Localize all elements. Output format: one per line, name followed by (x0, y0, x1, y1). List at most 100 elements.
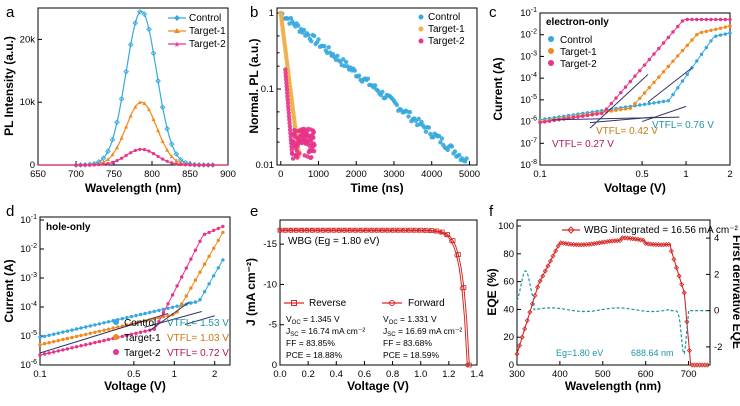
data-point (65, 329, 70, 333)
y-right-tick-label: 2 (714, 269, 719, 280)
data-point-target-2 (290, 156, 296, 161)
data-point (93, 330, 97, 334)
data-point-target-2 (294, 148, 299, 153)
data-point (633, 74, 637, 78)
data-point (125, 315, 129, 320)
data-point (166, 302, 170, 306)
data-point (623, 107, 628, 111)
x-tick-label: 0.2 (302, 369, 315, 380)
svg-text:FF = 83.85%: FF = 83.85% (286, 338, 335, 348)
y-tick-label: 0 (272, 360, 277, 371)
panel-letter-d: d (6, 203, 14, 220)
y-right-tick-label: -2 (714, 342, 722, 353)
data-point (102, 328, 106, 332)
data-point-target-2 (311, 130, 317, 135)
legend-marker-reverse (291, 300, 297, 306)
x-tick-label: 1 (172, 369, 177, 380)
series-line-target-2 (38, 148, 228, 166)
y-tick-label: -5 (269, 320, 277, 331)
x-tick-label: 0.6 (358, 369, 371, 380)
data-point-control (322, 44, 327, 49)
data-point (183, 163, 188, 167)
data-point (120, 317, 125, 321)
legend-target2: Target-2 (189, 39, 226, 50)
fit-line (39, 312, 169, 354)
panel-letter-c: c (489, 4, 497, 21)
y-tick-label: 10-1 (520, 7, 537, 19)
panel-c-ylabel: Current (A) (491, 57, 505, 120)
data-point (718, 33, 723, 37)
data-point-control (296, 23, 301, 28)
fit-line (589, 116, 654, 124)
data-point-target-2 (286, 107, 291, 112)
data-point-target-2 (297, 151, 302, 156)
data-point (680, 19, 685, 23)
data-point (535, 284, 541, 290)
annotation-vtfl-target2: VTFL= 0.72 V (167, 348, 229, 359)
data-point (193, 300, 198, 304)
data-point (690, 38, 694, 42)
legend-reverse: Reverse (309, 298, 347, 309)
x-tick-label: 1.4 (470, 369, 483, 380)
data-point (714, 17, 718, 22)
data-point (704, 45, 708, 50)
series-line-eqe (516, 237, 708, 366)
panel-f-ylabel: EQE (%) (485, 268, 499, 315)
data-point (695, 33, 699, 37)
data-point (647, 57, 651, 62)
data-point (336, 228, 342, 233)
data-point-target-2 (283, 77, 289, 82)
panel-e-params-reverse: VOC = 1.345 V JSC = 16.74 mA cm⁻² FF = 8… (286, 314, 365, 360)
data-point (684, 319, 690, 325)
data-point (652, 80, 656, 85)
data-point (206, 163, 210, 167)
data-point (52, 332, 56, 336)
data-point (74, 334, 79, 339)
data-point (216, 266, 220, 270)
data-point (690, 17, 694, 22)
data-point (562, 117, 566, 121)
data-point (331, 228, 336, 233)
data-point (581, 114, 585, 118)
data-point (97, 329, 102, 333)
data-point (668, 248, 674, 254)
x-tick-label: 1000 (308, 169, 329, 180)
data-point (137, 100, 142, 105)
data-point (152, 309, 156, 314)
data-point (553, 248, 559, 254)
data-point (699, 52, 704, 56)
data-point (714, 34, 718, 38)
data-point (115, 159, 119, 163)
legend-target2: Target-2 (560, 59, 597, 70)
data-point (619, 107, 623, 112)
legend-target1: Target-1 (189, 26, 226, 37)
data-point (709, 28, 713, 32)
data-point-control (452, 149, 458, 154)
panel-e-ylabel: J (mA cm⁻²) (244, 258, 258, 326)
data-point-target-2 (283, 67, 288, 72)
data-point (524, 317, 530, 324)
panel-a-legend: Control Target-1 ★ Target-2 (168, 13, 226, 50)
data-point (216, 226, 220, 231)
data-point-control (352, 68, 357, 73)
data-point-control (436, 133, 442, 139)
data-point (666, 64, 670, 69)
data-point (676, 273, 682, 279)
data-point (293, 228, 299, 233)
data-point-control (301, 27, 307, 33)
legend-marker-target1 (113, 334, 119, 340)
data-point (709, 39, 713, 43)
data-point (416, 228, 422, 233)
data-point (212, 228, 216, 233)
data-point-target-2 (285, 100, 291, 106)
y-tick-label: 10-5 (520, 94, 537, 106)
data-point (180, 302, 184, 306)
panel-f-eg-label: Eg=1.80 eV (556, 348, 603, 358)
y-tick-label: 0.01 (256, 160, 275, 171)
fit-line (647, 67, 693, 103)
legend-marker-wbg (567, 226, 575, 234)
y-tick-label: 1 (269, 8, 274, 19)
data-point (704, 17, 708, 22)
data-point (77, 162, 84, 168)
